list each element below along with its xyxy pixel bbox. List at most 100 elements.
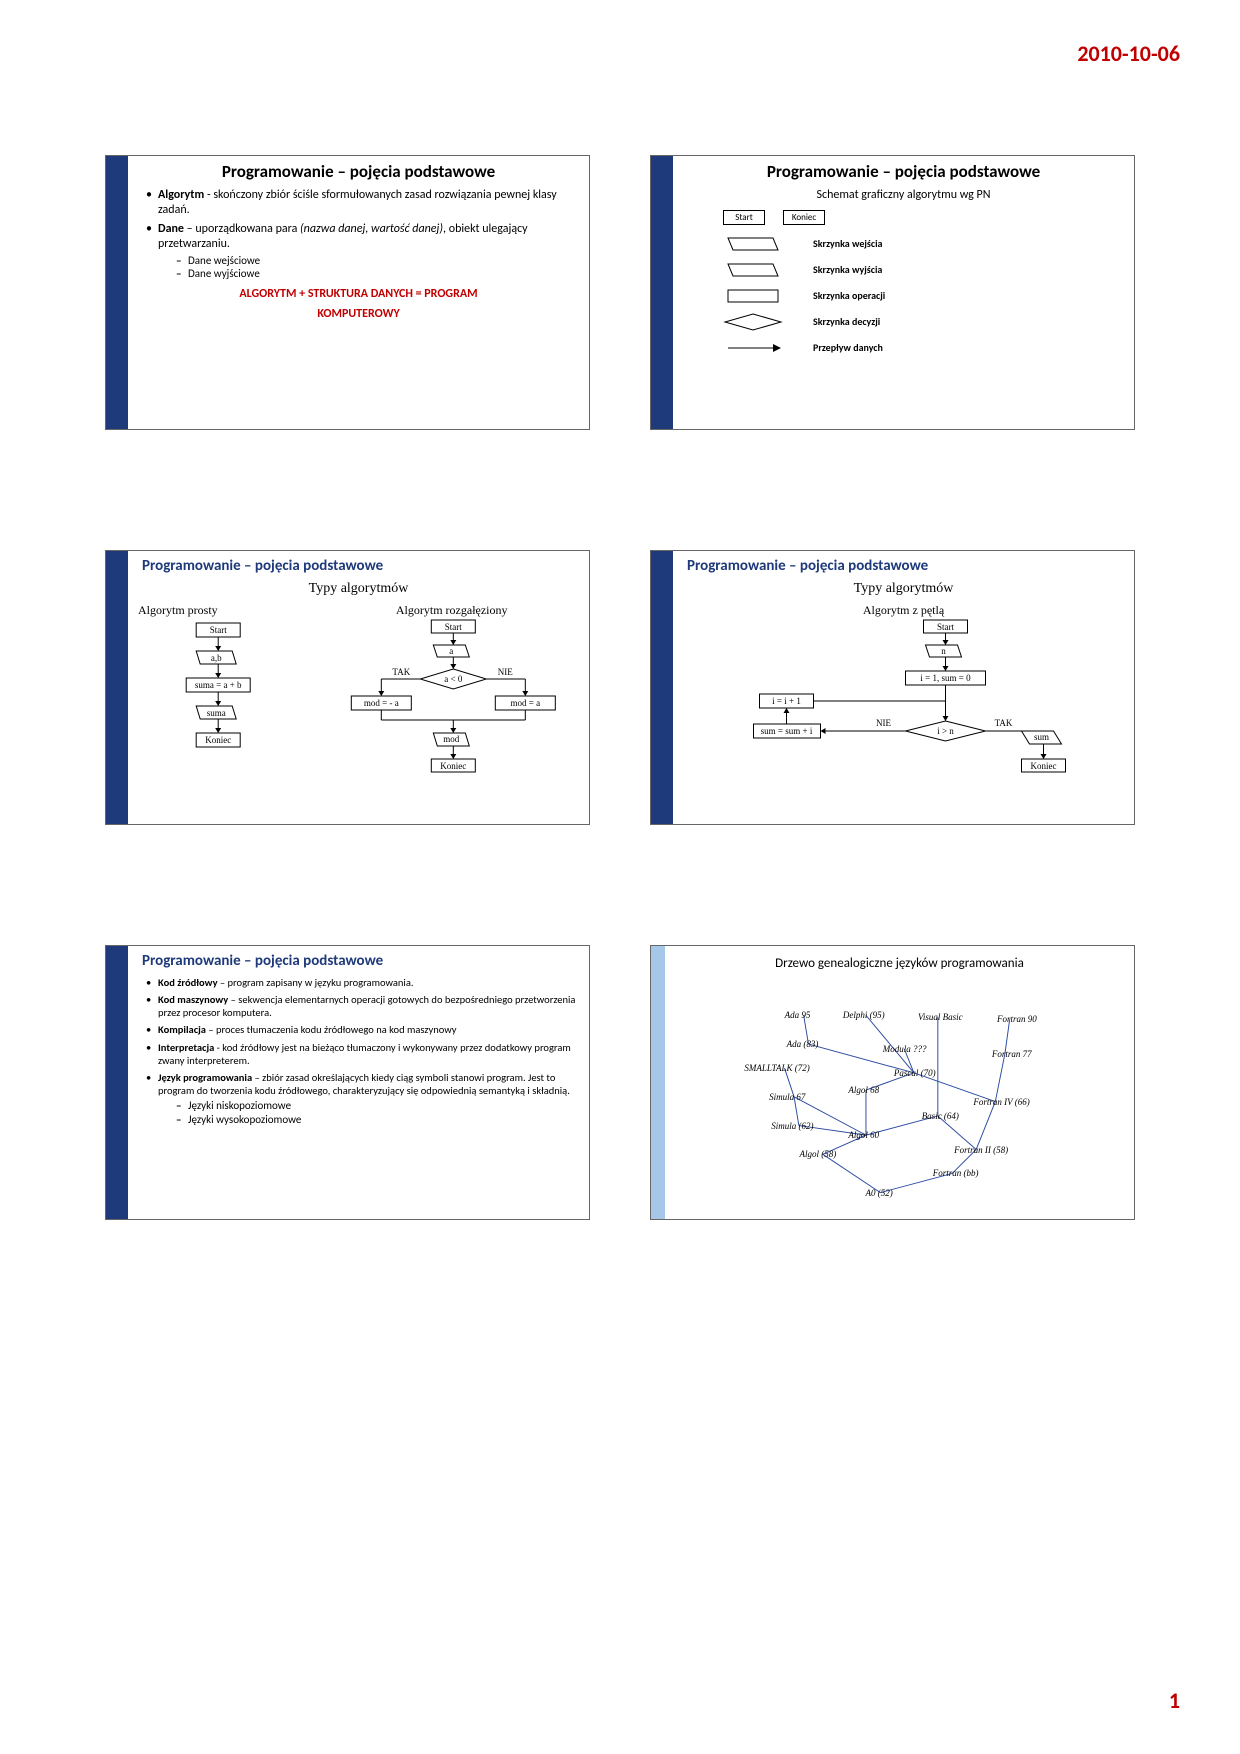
sub-item: Dane wejściowe xyxy=(176,254,579,268)
legend-row-flow: Przepływ danych xyxy=(723,338,1124,358)
tree-node: Fortran 90 xyxy=(997,1014,1037,1024)
svg-text:n: n xyxy=(941,646,946,656)
slide-stripe xyxy=(106,156,128,429)
tree-node: Algol 68 xyxy=(848,1085,879,1095)
emphasis-line: ALGORYTM + STRUKTURA DANYCH = PROGRAM xyxy=(138,287,579,301)
svg-text:Koniec: Koniec xyxy=(205,735,231,745)
slide-body: Programowanie – pojęcia podstawowe Typy … xyxy=(673,551,1134,824)
svg-text:Start: Start xyxy=(445,622,462,632)
tree-node: Delphi (95) xyxy=(843,1010,885,1020)
slides-grid: Programowanie – pojęcia podstawowe Algor… xyxy=(105,155,1135,1220)
slide-stripe xyxy=(106,946,128,1219)
slide-5: Programowanie – pojęcia podstawowe Kod ź… xyxy=(105,945,590,1220)
slide-2: Programowanie – pojęcia podstawowe Schem… xyxy=(650,155,1135,430)
svg-text:mod = - a: mod = - a xyxy=(364,698,399,708)
output-shape-icon xyxy=(723,261,783,279)
legend-row-decision: Skrzynka decyzji xyxy=(723,312,1124,332)
bullet-item: Interpretacja - kod źródłowy jest na bie… xyxy=(146,1041,579,1067)
genealogy-tree: Ada 95 Delphi (95) Visual Basic Fortran 90 A… xyxy=(675,977,1124,1207)
arrow-icon xyxy=(723,339,783,357)
bullet-item: Kod źródłowy – program zapisany w języku… xyxy=(146,976,579,989)
slide-title: Programowanie – pojęcia podstawowe xyxy=(683,557,1124,575)
svg-text:mod = a: mod = a xyxy=(511,698,541,708)
flowchart-branch-svg: Start a a < 0 TAK NIE mod = - a mod = a xyxy=(324,618,579,793)
flowchart-simple-svg: Start a,b suma = a + b suma Koniec xyxy=(138,618,314,788)
tree-node: Visual Basic xyxy=(918,1012,963,1022)
svg-text:i = i + 1: i = i + 1 xyxy=(772,696,801,706)
svg-text:Koniec: Koniec xyxy=(441,761,467,771)
svg-text:Koniec: Koniec xyxy=(1031,761,1057,771)
bullet-list: Kod źródłowy – program zapisany w języku… xyxy=(138,976,579,1127)
slide-body: Programowanie – pojęcia podstawowe Schem… xyxy=(673,156,1134,429)
svg-text:Start: Start xyxy=(937,622,954,632)
svg-text:i = 1, sum = 0: i = 1, sum = 0 xyxy=(920,673,971,683)
svg-text:TAK: TAK xyxy=(995,718,1013,728)
start-box: Start xyxy=(723,210,765,225)
date-header: 2010-10-06 xyxy=(1077,40,1180,67)
tree-node: Modula ??? xyxy=(883,1044,927,1054)
svg-text:NIE: NIE xyxy=(876,718,891,728)
tree-node: SMALLTALK (72) xyxy=(744,1063,809,1073)
slide-stripe xyxy=(651,946,665,1219)
slide-body: Programowanie – pojęcia podstawowe Kod ź… xyxy=(128,946,589,1219)
slide-title: Drzewo genealogiczne języków programowan… xyxy=(675,956,1124,971)
legend-label: Skrzynka wyjścia xyxy=(813,263,882,276)
col-label: Algorytm rozgałęziony xyxy=(324,603,579,618)
slide-stripe xyxy=(651,156,673,429)
input-shape-icon xyxy=(723,235,783,253)
end-box: Koniec xyxy=(783,210,825,225)
tree-edges xyxy=(675,977,1124,1207)
slide-4: Programowanie – pojęcia podstawowe Typy … xyxy=(650,550,1135,825)
slide-1: Programowanie – pojęcia podstawowe Algor… xyxy=(105,155,590,430)
slide-title: Programowanie – pojęcia podstawowe xyxy=(138,557,579,575)
svg-text:NIE: NIE xyxy=(498,667,513,677)
legend-label: Przepływ danych xyxy=(813,341,883,354)
tree-node: Simula (62) xyxy=(771,1121,813,1131)
tree-node: Fortran (bb) xyxy=(933,1168,979,1178)
flowchart-loop-svg: Start n i = 1, sum = 0 i > n NIE TAK sum… xyxy=(683,618,1124,798)
sub-item: Języki niskopoziomowe xyxy=(176,1099,579,1113)
flowchart-branched: Algorytm rozgałęziony Start a a < 0 TAK … xyxy=(324,603,579,797)
svg-text:suma: suma xyxy=(207,708,226,718)
sub2: Algorytm z pętlą xyxy=(683,603,1124,618)
flowchart-simple: Algorytm prosty Start a,b suma = a + b s… xyxy=(138,603,314,797)
subtitle: Typy algorytmów xyxy=(138,581,579,597)
process-shape-icon xyxy=(723,287,783,305)
legend-row-process: Skrzynka operacji xyxy=(723,286,1124,306)
svg-text:sum = sum + i: sum = sum + i xyxy=(761,726,813,736)
svg-text:sum: sum xyxy=(1034,732,1049,742)
sub-item: Języki wysokopoziomowe xyxy=(176,1113,579,1127)
slide-body: Programowanie – pojęcia podstawowe Algor… xyxy=(128,156,589,429)
tree-node: Ada 95 xyxy=(785,1010,811,1020)
slide-title: Programowanie – pojęcia podstawowe xyxy=(683,162,1124,182)
term: Dane xyxy=(158,222,184,236)
slide-3: Programowanie – pojęcia podstawowe Typy … xyxy=(105,550,590,825)
slide-6: Drzewo genealogiczne języków programowan… xyxy=(650,945,1135,1220)
sub-list: Dane wejściowe Dane wyjściowe xyxy=(158,254,579,282)
subtitle: Typy algorytmów xyxy=(683,581,1124,597)
slide-stripe xyxy=(651,551,673,824)
tree-node: Fortran IV (66) xyxy=(973,1097,1029,1107)
tree-node: Pascal (70) xyxy=(894,1068,936,1078)
legend-row-input: Skrzynka wejścia xyxy=(723,234,1124,254)
page-number: 1 xyxy=(1169,1687,1180,1714)
svg-text:a < 0: a < 0 xyxy=(445,674,464,684)
bullet-item: Dane – uporządkowana para (nazwa danej, … xyxy=(146,222,579,282)
bullet-item: Kompilacja – proces tłumaczenia kodu źró… xyxy=(146,1023,579,1036)
bullet-item: Kod maszynowy – sekwencja elementarnych … xyxy=(146,993,579,1019)
bullet-item: Język programowania – zbiór zasad określ… xyxy=(146,1071,579,1127)
bullet-list: Algorytm - skończony zbiór ściśle sformu… xyxy=(138,188,579,282)
sub-item: Dane wyjściowe xyxy=(176,267,579,281)
legend-row-terminator: Start Koniec xyxy=(723,208,1124,228)
svg-text:TAK: TAK xyxy=(393,667,411,677)
legend-row-output: Skrzynka wyjścia xyxy=(723,260,1124,280)
slide-body: Programowanie – pojęcia podstawowe Typy … xyxy=(128,551,589,824)
slide-body: Drzewo genealogiczne języków programowan… xyxy=(665,946,1134,1219)
tree-node: Simula 67 xyxy=(769,1092,805,1102)
tree-node: Basic (64) xyxy=(922,1111,959,1121)
term: Algorytm xyxy=(158,188,204,202)
subtitle: Schemat graficzny algorytmu wg PN xyxy=(683,188,1124,202)
tree-node: Algol 60 xyxy=(848,1130,879,1140)
legend-label: Skrzynka decyzji xyxy=(813,315,880,328)
svg-text:mod: mod xyxy=(444,734,461,744)
